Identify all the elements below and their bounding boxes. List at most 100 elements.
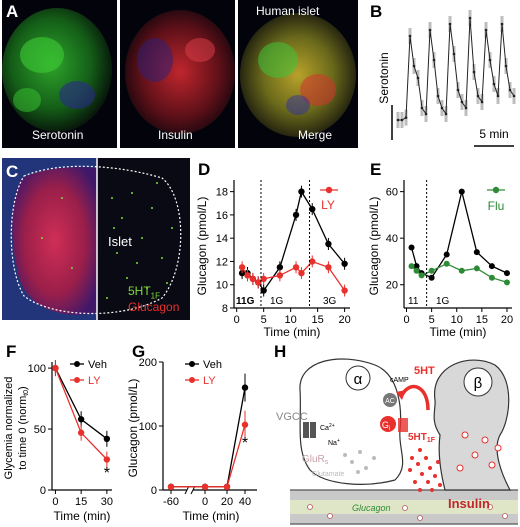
f-xlabel: Time (min) [54,509,111,523]
data-point [488,274,495,281]
data-point [443,260,450,267]
panel-label-c: C [6,162,19,181]
data-point [238,264,246,271]
x-tick-label: 10 [451,314,463,326]
5ht1f-label: 5HT1F [408,432,436,444]
legend-label-veh: Veh [88,359,107,371]
data-point [276,272,284,279]
f-ylabel-line2: to time 0 (normt0) [17,386,30,469]
chart-f: 0 15 30 0 50 100 Time (min) Glycemia normalized… [3,359,113,523]
legend-marker [492,186,500,194]
f-ylabel-end: ) [17,386,29,390]
data-point [298,188,305,195]
data-point [413,263,420,270]
y-tick-label: 0 [40,485,46,497]
data-point [408,244,415,251]
b-point [472,70,476,74]
b-point [484,28,488,32]
na-label: Na+ [328,438,340,447]
b-point [432,58,436,62]
y-tick-label: 200 [139,357,157,369]
legend-marker [189,377,195,383]
x-tick-label: 5 [429,314,435,326]
legend-label-veh: Veh [203,359,222,371]
b-point [436,94,440,98]
data-point [298,269,305,277]
b-point [412,64,416,68]
x-tick-label: 15 [312,314,324,326]
data-point [260,287,267,294]
gi-circle [380,416,396,432]
legend-marker [325,186,333,194]
data-point [473,265,480,272]
ac-circle [383,393,397,407]
data-point [52,364,59,372]
panel-label-f: F [6,342,17,361]
data-point [503,270,510,277]
micrograph-serotonin: Serotonin [2,0,117,148]
data-point [167,483,175,490]
b-point [508,88,512,92]
alpha-cell [299,358,404,485]
data-point [292,264,300,271]
x-tick-label: 30 [101,496,113,508]
b-point [456,88,460,92]
legend-label-ly: LY [88,375,101,387]
phase-label: 11 [408,296,419,307]
x-tick-label: 20 [338,314,350,326]
data-point [341,260,348,267]
x-tick-label: 5 [261,314,267,326]
vessel-glucagon-label: Glucagon [352,503,391,513]
beta-label: β [474,375,483,392]
y-tick-label: 18 [216,187,228,199]
x-tick-label: 20 [221,496,233,508]
x-tick-label: 0 [202,496,208,508]
data-point [77,416,85,423]
y-tick-label: 14 [216,233,228,245]
b-point [408,34,412,38]
data-point [428,274,435,281]
b-point [500,22,504,26]
b-point [492,82,496,86]
y-tick-label: 10 [216,280,228,292]
b-point [404,116,408,119]
x-tick-label: 40 [239,496,251,508]
legend-label-flu: Flu [488,199,505,213]
b-point [464,106,468,110]
legend-label-ly: LY [321,198,335,212]
receptor-5ht1f [398,418,408,432]
data-point [103,435,111,442]
g-significance-star: * [242,435,248,452]
b-point [400,118,404,122]
legend-marker [189,361,195,367]
b-point [504,64,508,68]
g-ylabel: Glucagon (pmol/L) [126,379,140,478]
y-tick-label: 0 [151,485,157,497]
data-point [223,483,231,490]
caption-merge: Merge [298,128,333,142]
ca-label: Ca2+ [320,423,335,432]
vgcc-label: VGCC [276,411,308,423]
d-xlabel: Time (min) [264,325,321,339]
y-tick-label: 100 [28,363,46,375]
data-point [201,483,209,490]
x-tick-label: 20 [501,314,513,326]
5ht-label: 5HT [414,365,435,377]
data-point [428,267,435,274]
insulin-label: Insulin [448,496,490,511]
y-tick-label: 8 [222,303,228,315]
y-tick-label: 16 [216,210,228,222]
b-point [444,112,448,116]
data-point [244,272,251,279]
b-point [448,22,452,26]
data-point [260,275,267,283]
x-tick-label: 15 [75,496,87,508]
x-tick-label: -60 [163,496,179,508]
panel-label-g: G [132,342,146,361]
b-series-line [398,17,515,121]
micrograph-insulin: Insulin [120,0,235,148]
b-ylabel: Serotonin [377,52,391,103]
data-point [503,279,510,286]
ac-label: AC [385,398,395,405]
data-point [413,267,420,274]
